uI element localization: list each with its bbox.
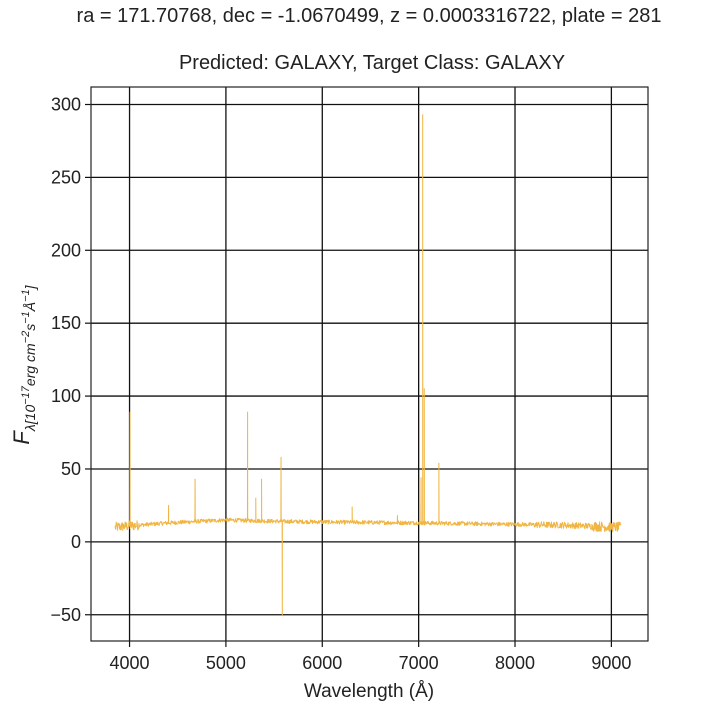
y-tick-label: 200	[51, 240, 81, 260]
y-tick-label: 50	[61, 459, 81, 479]
x-tick-label: 8000	[495, 653, 535, 673]
y-tick-label: 0	[71, 532, 81, 552]
x-tick-label: 5000	[206, 653, 246, 673]
spectrum-line	[114, 114, 622, 616]
y-tick-label: 250	[51, 167, 81, 187]
x-tick-label: 4000	[110, 653, 150, 673]
svg-text:Fλ[10−17erg cm−2s−1Å−1]: Fλ[10−17erg cm−2s−1Å−1]	[9, 284, 38, 444]
x-tick-label: 9000	[591, 653, 631, 673]
x-tick-label: 7000	[399, 653, 439, 673]
y-tick-label: 300	[51, 94, 81, 114]
plot-frame	[90, 86, 649, 642]
grid	[91, 87, 648, 641]
chart-title: ra = 171.70768, dec = -1.0670499, z = 0.…	[77, 5, 662, 27]
y-tick-label: 100	[51, 386, 81, 406]
spectrum-series	[114, 114, 622, 616]
x-axis-label: Wavelength (Å)	[304, 681, 434, 702]
tick-labels: 4000 5000 6000 7000 8000 9000 −50 0 50 100 150 200 2…	[50, 94, 631, 673]
y-tick-label: −50	[50, 605, 81, 625]
y-axis-label: Fλ[10−17erg cm−2s−1Å−1]	[9, 284, 38, 444]
y-tick-label: 150	[51, 313, 81, 333]
chart-subtitle: Predicted: GALAXY, Target Class: GALAXY	[179, 52, 565, 74]
x-tick-label: 6000	[302, 653, 342, 673]
